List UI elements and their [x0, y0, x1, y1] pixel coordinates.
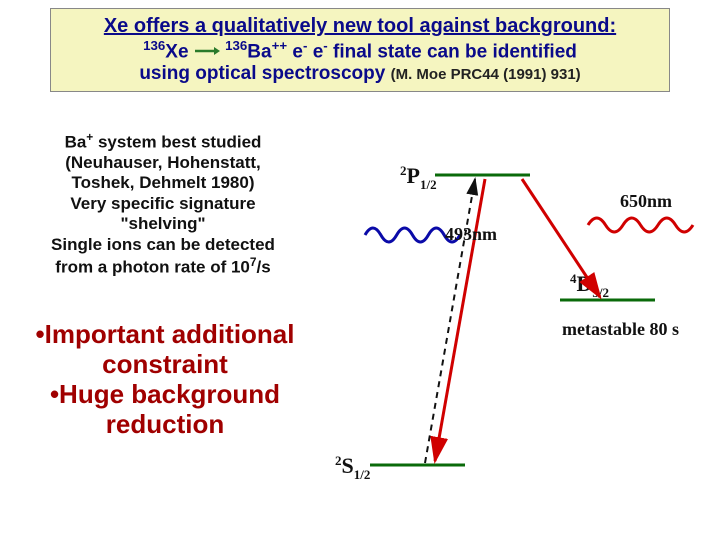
- l5: "shelving": [18, 214, 308, 234]
- l6: Single ions can be detected: [18, 235, 308, 255]
- ba-pp: ++: [272, 38, 288, 53]
- e1-minus: -: [303, 38, 307, 53]
- ba: Ba: [247, 41, 271, 62]
- iso136-2: 136: [225, 38, 247, 53]
- bullet-2b: reduction: [20, 410, 310, 440]
- l1: Ba+ system best studied: [18, 130, 308, 153]
- xe: Xe: [165, 41, 188, 62]
- bullet-1b: constraint: [20, 350, 310, 380]
- svg-text:650nm: 650nm: [620, 191, 672, 211]
- l2: (Neuhauser, Hohenstatt,: [18, 153, 308, 173]
- svg-text:2P1/2: 2P1/2: [400, 163, 437, 192]
- title-line1: Xe offers a qualitatively new tool again…: [61, 15, 659, 38]
- svg-text:2S1/2: 2S1/2: [335, 453, 370, 482]
- ba-system-text: Ba+ system best studied (Neuhauser, Hohe…: [18, 130, 308, 278]
- title-line2: 136Xe 136Ba++ e- e- final state can be i…: [61, 38, 659, 63]
- l7: from a photon rate of 107/s: [18, 255, 308, 278]
- l4: Very specific signature: [18, 194, 308, 214]
- svg-text:metastable 80 s: metastable 80 s: [562, 319, 679, 339]
- line2-tail: final state can be identified: [333, 41, 577, 62]
- energy-level-diagram: 2P1/2 4D3/2 2S1/2 493nm 650nm metastable 80 s: [330, 135, 700, 515]
- l7b: /s: [257, 258, 271, 277]
- key-points: •Important additional constraint •Huge b…: [20, 320, 310, 440]
- b1a: Important additional: [45, 319, 295, 349]
- l1b: system best studied: [93, 133, 261, 152]
- svg-text:493nm: 493nm: [445, 224, 497, 244]
- e1: e: [292, 41, 303, 62]
- e2: e: [313, 41, 324, 62]
- l3: Toshek, Dehmelt 1980): [18, 173, 308, 193]
- l7a: from a photon rate of 10: [55, 258, 250, 277]
- citation: (M. Moe PRC44 (1991) 931): [391, 66, 581, 83]
- title-box: Xe offers a qualitatively new tool again…: [50, 8, 670, 92]
- svg-text:4D3/2: 4D3/2: [570, 271, 609, 300]
- decay-arrow-icon: [194, 41, 220, 63]
- line3a: using optical spectroscopy: [139, 63, 385, 84]
- bullet-1: •Important additional: [20, 320, 310, 350]
- l1a: Ba: [65, 133, 87, 152]
- l7sup: 7: [250, 255, 257, 269]
- bullet-2: •Huge background: [20, 380, 310, 410]
- b2a: Huge background: [59, 379, 280, 409]
- e2-minus: -: [323, 38, 327, 53]
- title-line3: using optical spectroscopy (M. Moe PRC44…: [61, 63, 659, 85]
- iso136-1: 136: [143, 38, 165, 53]
